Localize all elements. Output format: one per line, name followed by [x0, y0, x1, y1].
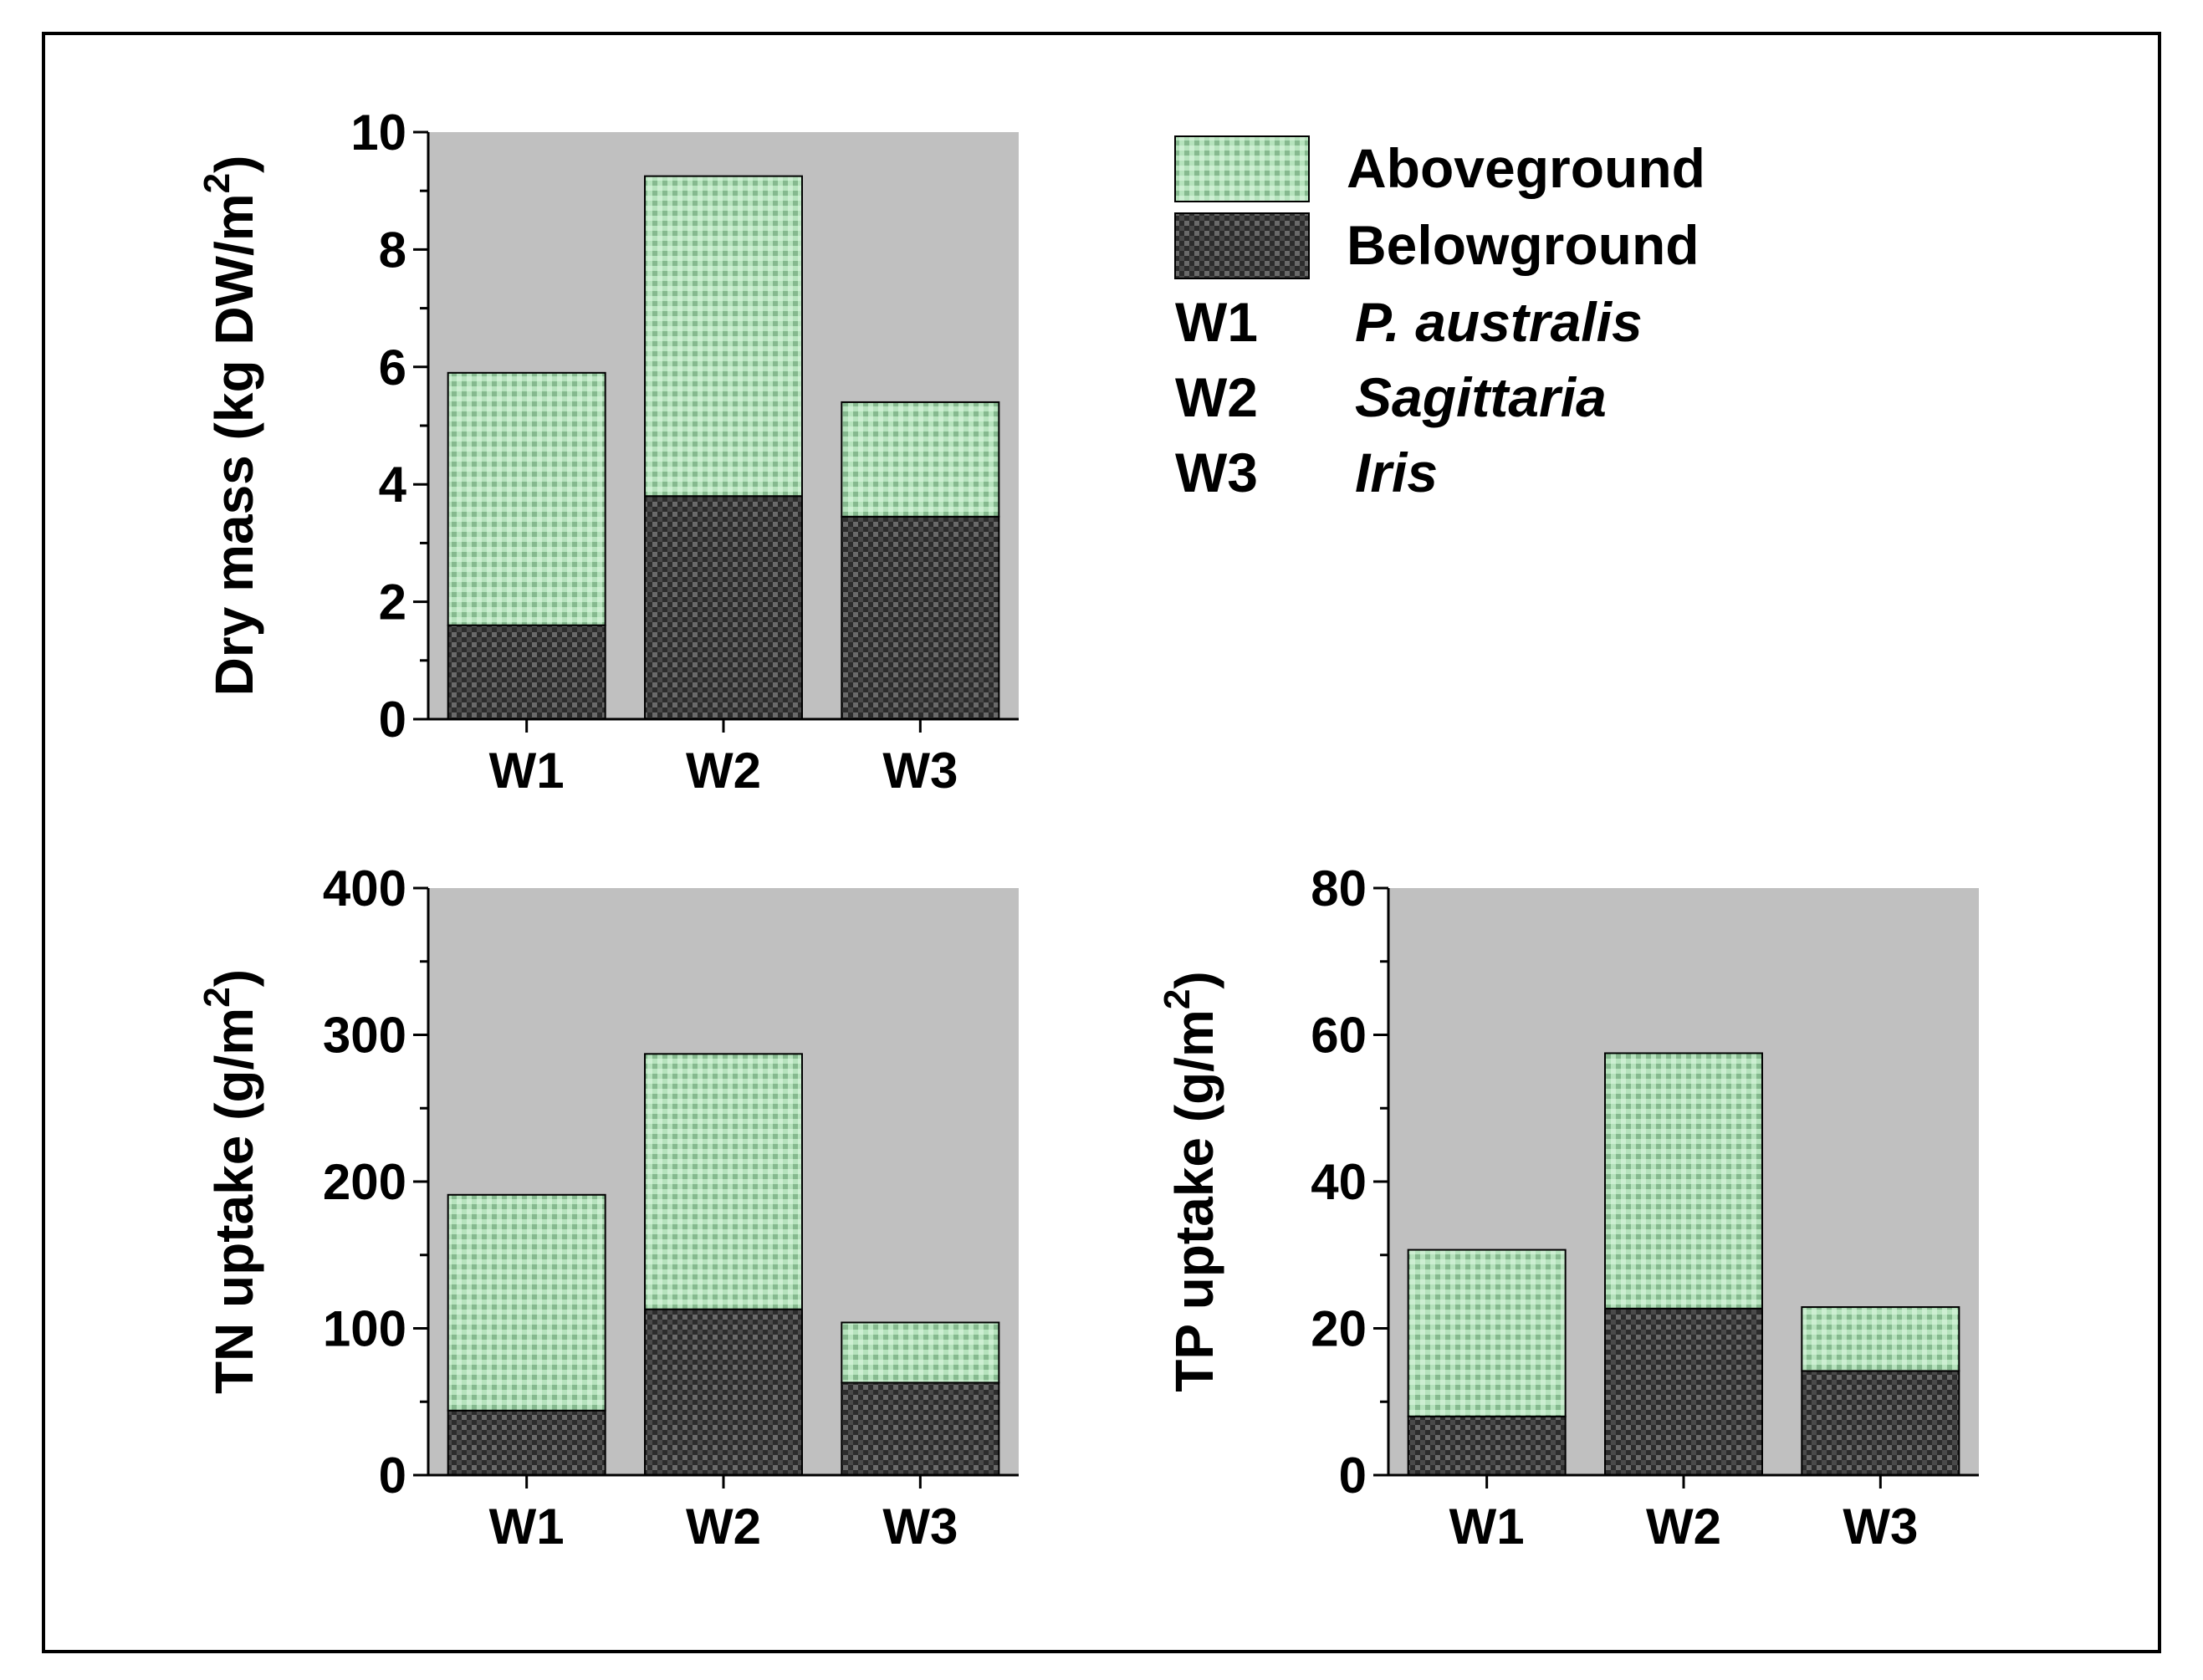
y-axis-title-text: TP uptake (g/m — [1164, 1009, 1224, 1392]
y-axis-title-superscript: 2 — [1157, 989, 1198, 1009]
x-tick-label-w3: W3 — [882, 743, 958, 799]
bar-above-w1 — [447, 371, 606, 626]
y-tick-label: 0 — [379, 692, 406, 748]
bar-above-w1 — [1407, 1249, 1567, 1417]
bar-above-w1 — [447, 1193, 606, 1412]
legend-species-w1: P. australis — [1355, 291, 1643, 353]
y-axis-title-close: ) — [204, 969, 264, 987]
tp-uptake-chart: W1 W2 W3 0 20 40 60 80 TP uptake (g/m2) — [1157, 860, 1979, 1555]
y-tick-label: 40 — [1311, 1154, 1367, 1210]
x-tick-label-w3: W3 — [882, 1499, 958, 1555]
y-tick-label: 400 — [323, 860, 406, 917]
y-tick-label: 4 — [379, 457, 407, 513]
legend-code-w3: W3 — [1175, 442, 1258, 503]
y-tick-label: 60 — [1311, 1008, 1367, 1064]
bar-below-w3 — [841, 1381, 1000, 1477]
y-tick-label: 2 — [379, 574, 406, 631]
y-tick-label: 8 — [379, 222, 406, 278]
legend-code-w2: W2 — [1175, 366, 1258, 428]
y-tick-label: 80 — [1311, 860, 1367, 917]
x-tick-label-w1: W1 — [489, 1499, 565, 1555]
legend-label-aboveground: Aboveground — [1347, 137, 1705, 199]
bar-above-w3 — [841, 401, 1000, 518]
figure-frame — [42, 32, 2161, 1653]
x-tick-label-w3: W3 — [1843, 1499, 1918, 1555]
bar-below-w1 — [447, 1409, 606, 1477]
x-tick-label-w2: W2 — [1646, 1499, 1721, 1555]
y-tick-label: 100 — [323, 1301, 406, 1357]
y-tick-label: 300 — [323, 1008, 406, 1064]
bar-below-w2 — [644, 495, 803, 720]
y-axis-title: Dry mass (kg DW/m2) — [197, 156, 264, 697]
legend-species-w2: Sagittaria — [1355, 366, 1607, 428]
legend-swatch-aboveground — [1174, 135, 1310, 202]
y-tick-label: 6 — [379, 340, 406, 396]
bar-above-w2 — [644, 175, 803, 498]
bar-below-w2 — [1604, 1307, 1763, 1476]
bar-above-w2 — [1604, 1052, 1763, 1310]
bar-below-w3 — [1801, 1370, 1960, 1477]
y-tick-label: 20 — [1311, 1301, 1367, 1357]
bar-below-w2 — [644, 1308, 803, 1477]
y-axis-title: TN uptake (g/m2) — [197, 969, 264, 1394]
y-axis-title: TP uptake (g/m2) — [1157, 971, 1224, 1391]
y-axis-title-superscript: 2 — [197, 987, 238, 1007]
bar-above-w3 — [841, 1321, 1000, 1384]
x-tick-label-w1: W1 — [489, 743, 565, 799]
y-tick-label: 0 — [1339, 1448, 1367, 1504]
x-tick-label-w1: W1 — [1449, 1499, 1525, 1555]
bar-below-w1 — [447, 624, 606, 720]
x-tick-label-w2: W2 — [686, 743, 761, 799]
x-tick-label-w2: W2 — [686, 1499, 761, 1555]
legend-species-w3: Iris — [1355, 442, 1438, 503]
y-axis-title-text: TN uptake (g/m — [204, 1008, 264, 1394]
legend-label-belowground: Belowground — [1347, 214, 1700, 276]
bar-below-w3 — [841, 515, 1000, 720]
legend-code-w1: W1 — [1175, 291, 1258, 353]
y-axis-title-close: ) — [1164, 971, 1224, 988]
bar-above-w2 — [644, 1053, 803, 1310]
legend: Aboveground Belowground W1 P. australis … — [1174, 135, 1705, 503]
y-axis-title-text: Dry mass (kg DW/m — [204, 193, 264, 696]
bar-above-w3 — [1801, 1306, 1960, 1372]
bar-below-w1 — [1407, 1415, 1567, 1477]
y-axis-title-close: ) — [204, 156, 264, 173]
legend-swatch-belowground — [1174, 212, 1310, 279]
y-axis-title-superscript: 2 — [197, 173, 238, 193]
y-tick-label: 10 — [350, 105, 406, 161]
y-tick-label: 0 — [379, 1448, 406, 1504]
y-tick-label: 200 — [323, 1154, 406, 1210]
tn-uptake-chart: W1 W2 W3 0 100 200 300 400 TN uptake (g/m2) — [197, 860, 1019, 1555]
